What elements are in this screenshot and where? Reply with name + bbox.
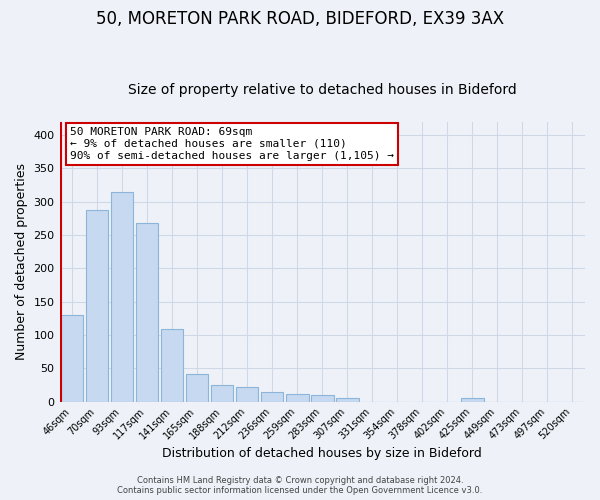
Bar	[261, 392, 283, 402]
Bar	[61, 315, 83, 402]
Text: 50 MORETON PARK ROAD: 69sqm
← 9% of detached houses are smaller (110)
90% of sem: 50 MORETON PARK ROAD: 69sqm ← 9% of deta…	[70, 128, 394, 160]
Text: Contains HM Land Registry data © Crown copyright and database right 2024.
Contai: Contains HM Land Registry data © Crown c…	[118, 476, 482, 495]
Bar	[286, 394, 308, 402]
Bar	[161, 329, 184, 402]
Bar	[111, 192, 133, 402]
Text: 50, MORETON PARK ROAD, BIDEFORD, EX39 3AX: 50, MORETON PARK ROAD, BIDEFORD, EX39 3A…	[96, 10, 504, 28]
Bar	[311, 395, 334, 402]
Bar	[461, 398, 484, 402]
Bar	[136, 223, 158, 402]
Bar	[336, 398, 359, 402]
Y-axis label: Number of detached properties: Number of detached properties	[15, 163, 28, 360]
Bar	[211, 385, 233, 402]
Bar	[86, 210, 109, 402]
Title: Size of property relative to detached houses in Bideford: Size of property relative to detached ho…	[128, 83, 517, 97]
X-axis label: Distribution of detached houses by size in Bideford: Distribution of detached houses by size …	[163, 447, 482, 460]
Bar	[186, 374, 208, 402]
Bar	[236, 387, 259, 402]
